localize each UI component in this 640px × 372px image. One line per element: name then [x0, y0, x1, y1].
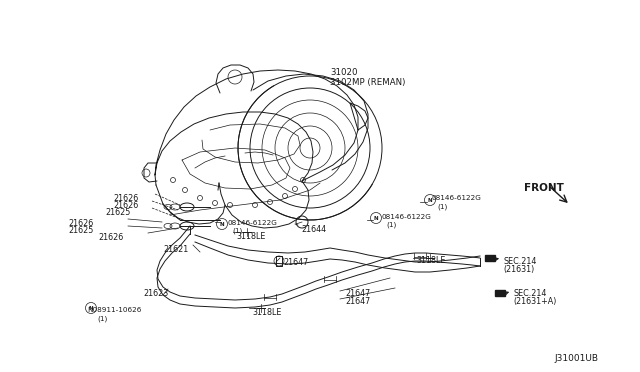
- Text: (1): (1): [97, 315, 108, 321]
- Text: N: N: [374, 215, 378, 221]
- Text: 08146-6122G: 08146-6122G: [432, 195, 482, 201]
- Text: 21625: 21625: [68, 226, 93, 235]
- Text: 21647: 21647: [345, 289, 371, 298]
- Text: J31001UB: J31001UB: [554, 354, 598, 363]
- Text: N: N: [89, 305, 93, 311]
- Text: SEC.214: SEC.214: [503, 257, 536, 266]
- Text: 08146-6122G: 08146-6122G: [227, 220, 277, 226]
- Text: 3118LE: 3118LE: [416, 256, 445, 265]
- Bar: [495, 290, 505, 296]
- Text: 21625: 21625: [105, 208, 131, 217]
- Text: (21631+A): (21631+A): [513, 297, 556, 306]
- Text: SEC.214: SEC.214: [513, 289, 547, 298]
- Text: 21647: 21647: [283, 258, 308, 267]
- Text: 21626: 21626: [113, 194, 138, 203]
- Text: 21626: 21626: [68, 219, 93, 228]
- Text: 21626: 21626: [98, 233, 124, 242]
- Text: 21623: 21623: [143, 289, 168, 298]
- Text: 3118LE: 3118LE: [252, 308, 282, 317]
- Text: 21644: 21644: [301, 225, 326, 234]
- Text: 21626: 21626: [113, 201, 138, 210]
- Text: N: N: [220, 221, 224, 227]
- Text: N08911-10626: N08911-10626: [87, 307, 141, 313]
- Text: 31020: 31020: [330, 68, 358, 77]
- Text: 08146-6122G: 08146-6122G: [381, 214, 431, 220]
- Bar: [485, 255, 495, 261]
- Text: (1): (1): [437, 203, 447, 209]
- Text: N: N: [428, 198, 432, 202]
- Text: 3102MP (REMAN): 3102MP (REMAN): [330, 78, 405, 87]
- Text: (21631): (21631): [503, 265, 534, 274]
- Text: FRONT: FRONT: [524, 183, 564, 193]
- Text: 21647: 21647: [345, 297, 371, 306]
- Text: (1): (1): [386, 222, 396, 228]
- Text: 3118LE: 3118LE: [236, 232, 266, 241]
- Text: (1): (1): [232, 228, 243, 234]
- Text: 21621: 21621: [163, 245, 188, 254]
